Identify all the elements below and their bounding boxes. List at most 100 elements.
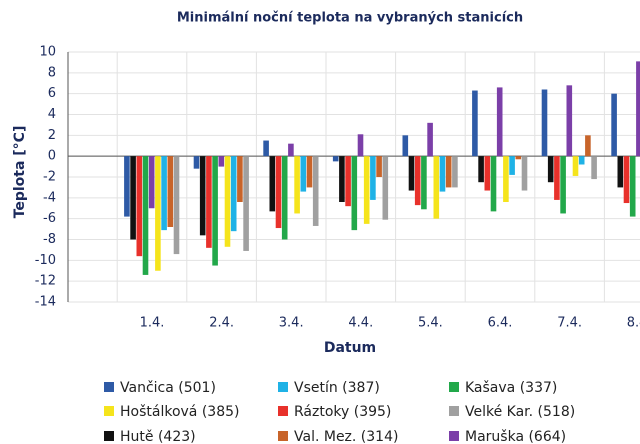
legend-swatch — [104, 382, 114, 392]
bar — [585, 135, 591, 157]
bar — [421, 156, 427, 210]
y-tick-label: 4 — [48, 107, 56, 122]
y-tick-label: -4 — [43, 190, 56, 205]
legend-label: Vsetín (387) — [294, 380, 380, 396]
bar — [124, 156, 130, 217]
legend-swatch — [278, 382, 288, 392]
bar — [521, 156, 528, 191]
bar — [433, 156, 440, 219]
bar — [445, 156, 452, 188]
bar — [478, 156, 484, 183]
bar — [237, 156, 243, 202]
legend-swatch — [449, 431, 459, 441]
chart-title: Minimální noční teplota na vybraných sta… — [177, 11, 523, 26]
bar — [130, 156, 136, 240]
bar — [263, 140, 269, 157]
legend-swatch — [104, 431, 114, 441]
bar — [472, 90, 478, 157]
legend-label: Ráztoky (395) — [294, 404, 391, 420]
x-tick-label: 7.4. — [557, 316, 582, 331]
bar — [402, 135, 409, 157]
bar — [572, 156, 579, 176]
bar — [427, 122, 433, 157]
y-tick-label: 2 — [48, 128, 56, 143]
bar — [312, 156, 319, 226]
bar — [414, 156, 421, 206]
bar — [566, 85, 573, 157]
bar — [218, 156, 225, 167]
y-tick-label: -10 — [35, 253, 56, 268]
legend-label: Velké Kar. (518) — [465, 404, 575, 420]
y-tick-label: -12 — [35, 274, 56, 289]
bar — [357, 134, 364, 157]
bar — [199, 156, 206, 236]
y-tick-label: -14 — [35, 295, 56, 310]
bar — [230, 156, 237, 232]
x-tick-label: 2.4. — [209, 316, 234, 331]
bar — [332, 156, 339, 162]
bar — [288, 143, 294, 157]
bar — [300, 156, 307, 192]
legend-swatch — [104, 406, 114, 416]
bar — [363, 156, 370, 224]
bar — [509, 156, 515, 175]
bar — [281, 156, 288, 240]
legend-swatch — [449, 406, 459, 416]
legend-label: Kašava (337) — [465, 380, 557, 396]
bar — [515, 156, 522, 160]
bar — [560, 156, 566, 214]
x-tick-label: 1.4. — [140, 316, 165, 331]
bar — [224, 156, 231, 247]
x-axis-title: Datum — [324, 340, 376, 356]
bar — [452, 156, 458, 188]
bar — [547, 156, 554, 183]
y-tick-label: 8 — [48, 65, 56, 80]
y-tick-label: -2 — [43, 170, 56, 185]
x-tick-label: 4.4. — [348, 316, 373, 331]
legend-swatch — [278, 431, 288, 441]
bar — [490, 156, 497, 212]
x-tick-label: 6.4. — [488, 316, 513, 331]
bar — [148, 156, 155, 209]
legend-label: Hutě (423) — [120, 429, 196, 444]
y-tick-label: 0 — [48, 149, 56, 164]
bar — [173, 156, 180, 255]
legend-label: Maruška (664) — [465, 429, 566, 444]
bar — [629, 156, 636, 217]
bar — [294, 156, 300, 214]
bar — [193, 156, 200, 169]
y-tick-label: -8 — [43, 232, 56, 247]
bar — [275, 156, 282, 229]
bar — [161, 156, 167, 231]
bar — [351, 156, 358, 231]
bar — [382, 156, 389, 220]
bar — [541, 89, 548, 157]
x-tick-label: 8.4. — [627, 316, 640, 331]
y-axis-title: Teplota [°C] — [12, 126, 28, 219]
bar — [167, 156, 174, 227]
bar — [496, 87, 503, 157]
legend-label: Vančica (501) — [120, 380, 216, 396]
bar — [591, 156, 597, 180]
bar — [155, 156, 161, 271]
bar — [339, 156, 345, 202]
y-tick-label: 6 — [48, 86, 56, 101]
legend: Vančica (501) Vsetín (387) Kašava (337) Hoš… — [104, 380, 575, 444]
y-tick-label: 10 — [39, 45, 56, 60]
bar — [636, 61, 640, 157]
bar — [370, 156, 376, 200]
bar — [136, 156, 143, 257]
bar — [269, 156, 276, 212]
bar — [578, 156, 585, 165]
bar — [345, 156, 351, 207]
bar — [243, 156, 249, 251]
legend-swatch — [449, 382, 459, 392]
bar — [376, 156, 382, 177]
bar — [611, 93, 617, 157]
bar — [408, 156, 415, 191]
legend-swatch — [278, 406, 288, 416]
x-tick-label: 3.4. — [279, 316, 304, 331]
bar — [306, 156, 313, 188]
legend-label: Val. Mez. (314) — [294, 429, 398, 444]
